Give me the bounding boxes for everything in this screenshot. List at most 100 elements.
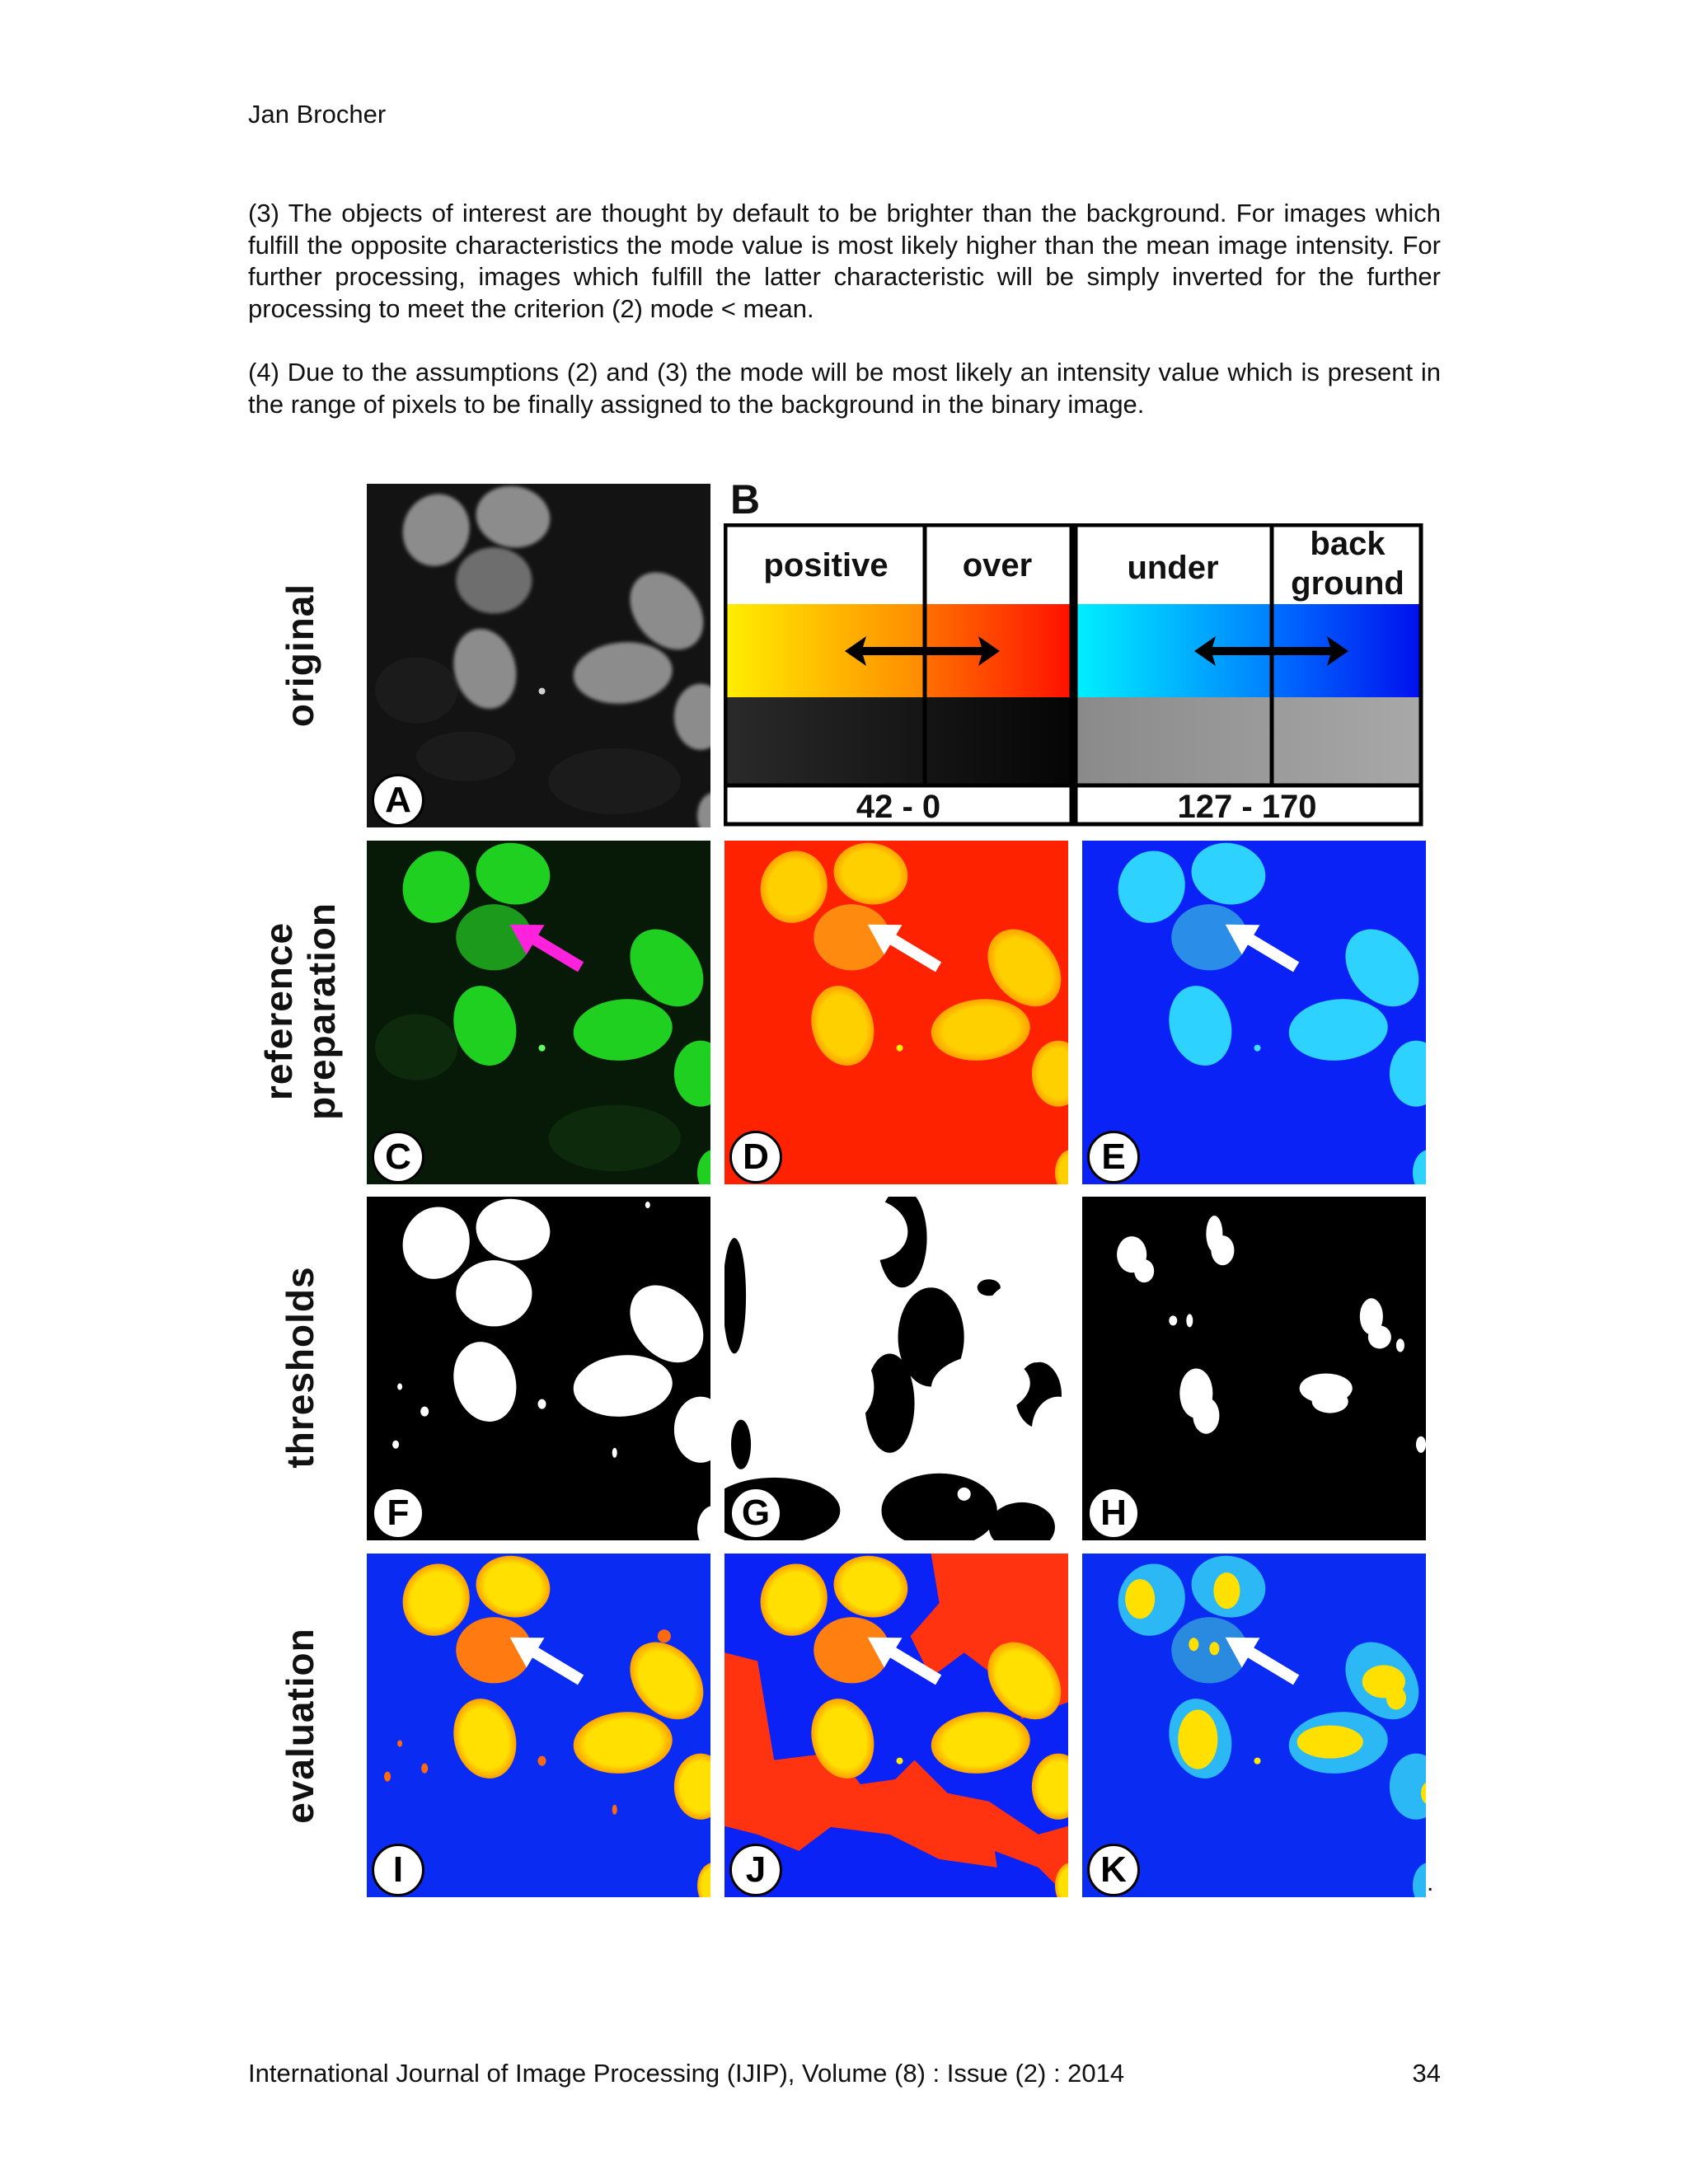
nucleus bbox=[760, 851, 828, 923]
bright-spot bbox=[1254, 1757, 1261, 1765]
panel-label-f: F bbox=[372, 1487, 424, 1540]
background-texture bbox=[416, 731, 516, 781]
speck bbox=[420, 1406, 429, 1417]
bright-spot bbox=[538, 1044, 546, 1052]
nucleus bbox=[811, 1342, 874, 1422]
positive-region bbox=[1213, 1572, 1240, 1610]
nucleus bbox=[1169, 986, 1232, 1066]
nucleus bbox=[476, 485, 551, 548]
panel-label-i: I bbox=[372, 1844, 424, 1896]
speck bbox=[392, 1440, 400, 1449]
nucleus bbox=[402, 494, 470, 566]
nucleus bbox=[833, 1555, 908, 1618]
nucleus bbox=[811, 1699, 874, 1779]
nucleus bbox=[673, 1040, 710, 1107]
legend-range-right: 127 - 170 bbox=[1177, 789, 1317, 825]
speck bbox=[802, 1352, 813, 1363]
nucleus bbox=[453, 629, 517, 709]
paragraph-4: (4) Due to the assumptions (2) and (3) t… bbox=[248, 358, 1441, 419]
light-gray-band bbox=[1076, 697, 1421, 785]
speck bbox=[1169, 1315, 1178, 1326]
nucleus bbox=[696, 1506, 710, 1540]
nucleus bbox=[456, 547, 532, 614]
panel-a-original: A bbox=[367, 484, 710, 827]
nucleus bbox=[814, 1260, 890, 1327]
row-label-evaluation: evaluation bbox=[279, 1628, 321, 1824]
positive-region bbox=[1209, 1642, 1220, 1656]
nucleus bbox=[814, 904, 890, 971]
legend-header-ground: ground bbox=[1291, 565, 1404, 602]
speck bbox=[1415, 1436, 1426, 1453]
nucleus bbox=[987, 1285, 1062, 1363]
panel-c-image bbox=[367, 841, 710, 1184]
positive-region bbox=[1178, 1709, 1218, 1769]
panel-c-reference: C bbox=[367, 841, 710, 1184]
speck bbox=[421, 1763, 429, 1774]
bright-spot bbox=[896, 1757, 903, 1765]
speck bbox=[1186, 1314, 1193, 1328]
nucleus bbox=[1171, 1617, 1248, 1684]
arrow-icon bbox=[509, 924, 584, 972]
nucleus bbox=[1031, 1040, 1068, 1107]
row-label-original: original bbox=[279, 583, 321, 728]
nucleus bbox=[1412, 1863, 1426, 1897]
speck bbox=[397, 1383, 403, 1390]
nucleus bbox=[573, 642, 673, 704]
speck bbox=[397, 1740, 403, 1747]
row-label-reference-preparation: reference preparation bbox=[257, 902, 343, 1120]
nucleus bbox=[630, 929, 704, 1007]
nucleus bbox=[1389, 1753, 1426, 1820]
nucleus bbox=[402, 1207, 470, 1279]
positive-region bbox=[1125, 1579, 1156, 1619]
nucleus bbox=[573, 999, 673, 1061]
row-label-thresholds: thresholds bbox=[279, 1266, 321, 1469]
panel-k-image bbox=[1082, 1554, 1426, 1897]
nucleus bbox=[931, 1712, 1030, 1774]
nucleus bbox=[1118, 851, 1185, 923]
panel-h-threshold: H bbox=[1082, 1197, 1426, 1540]
background-gap bbox=[865, 1353, 915, 1453]
nucleus bbox=[1054, 1863, 1068, 1897]
speck bbox=[537, 1399, 546, 1409]
nucleus bbox=[833, 842, 908, 905]
nucleus bbox=[630, 572, 704, 650]
nucleus bbox=[1054, 1150, 1068, 1184]
nucleus bbox=[476, 1198, 551, 1261]
panel-f-image bbox=[367, 1197, 710, 1540]
positive-region bbox=[1189, 1638, 1199, 1652]
panel-label-h: H bbox=[1087, 1487, 1140, 1540]
positive-region bbox=[1386, 1686, 1406, 1710]
background-texture bbox=[548, 748, 681, 814]
nucleus bbox=[453, 1342, 517, 1422]
nucleus bbox=[1171, 904, 1248, 971]
panel-label-d: D bbox=[729, 1131, 782, 1183]
panel-label-j: J bbox=[729, 1844, 782, 1896]
row-label-preparation: preparation bbox=[300, 902, 343, 1121]
panel-g-threshold: G bbox=[724, 1197, 1068, 1540]
speck bbox=[1311, 1390, 1348, 1413]
nucleus bbox=[1412, 1150, 1426, 1184]
background-gap bbox=[724, 1238, 747, 1354]
nucleus bbox=[630, 1642, 704, 1720]
background-texture bbox=[375, 657, 458, 724]
nucleus bbox=[456, 904, 532, 971]
panel-label-e: E bbox=[1087, 1131, 1140, 1183]
panel-g-image bbox=[724, 1197, 1068, 1540]
panel-e-image bbox=[1082, 841, 1426, 1184]
nucleus bbox=[673, 1396, 710, 1463]
nucleus bbox=[573, 1355, 673, 1417]
legend-header-positive: positive bbox=[763, 547, 889, 583]
speck bbox=[612, 1804, 617, 1815]
panel-label-b: B bbox=[730, 476, 761, 523]
speck bbox=[1211, 1235, 1235, 1266]
nucleus bbox=[696, 793, 710, 827]
panel-i-image bbox=[367, 1554, 710, 1897]
trailing-period: . bbox=[1427, 1869, 1434, 1896]
nucleus bbox=[987, 1642, 1062, 1720]
lut-legend-graphic bbox=[724, 523, 1423, 827]
nucleus bbox=[1031, 1396, 1068, 1463]
nucleus bbox=[696, 1863, 710, 1897]
speck bbox=[384, 1771, 392, 1782]
nucleus bbox=[987, 929, 1062, 1007]
